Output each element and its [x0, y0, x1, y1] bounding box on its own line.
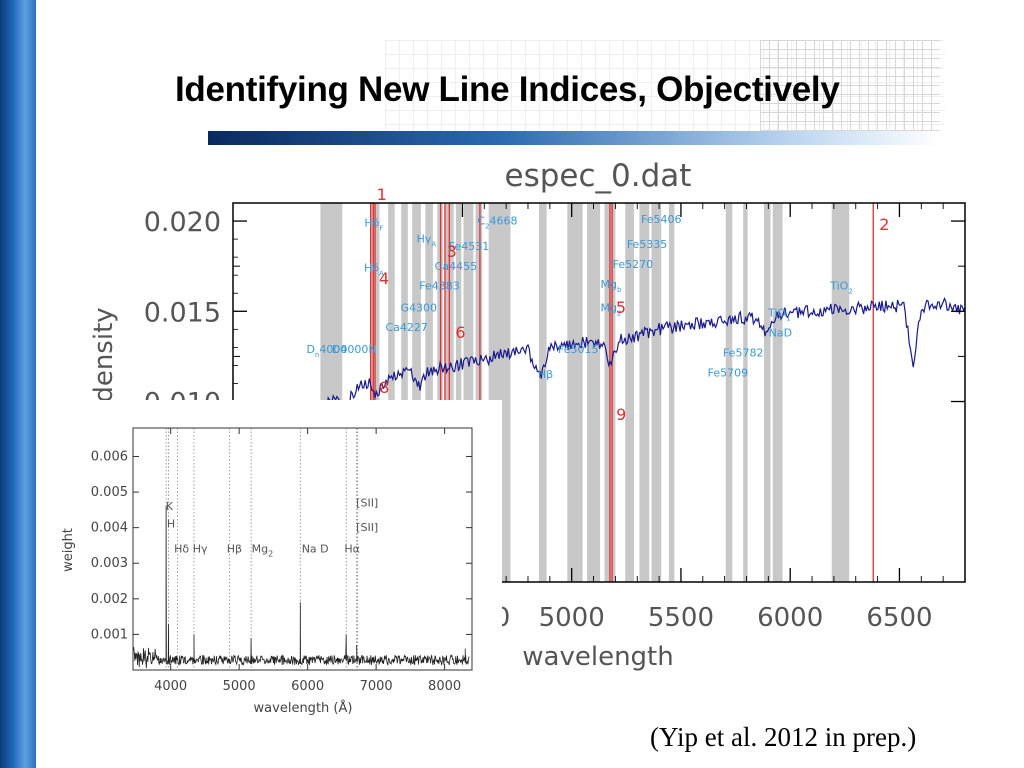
title-grid-decoration-dense: [760, 40, 940, 135]
index-band: [668, 203, 675, 582]
index-label: TiO1: [767, 307, 791, 323]
index-band: [388, 203, 395, 582]
index-label: Fe4383: [419, 280, 460, 293]
inset-x-tick-label: 5000: [223, 679, 256, 694]
y-axis-label: density: [89, 307, 119, 402]
x-tick-label: 5500: [648, 603, 714, 633]
inset-y-tick-label: 0.002: [91, 592, 128, 607]
inset-line-label: Hδ: [174, 543, 189, 556]
index-band: [475, 203, 483, 582]
marker-label: 2: [879, 215, 889, 234]
weight-line: [133, 506, 470, 669]
index-band: [401, 203, 408, 582]
inset-line-label: [SII]: [356, 521, 378, 534]
index-band: [831, 203, 850, 582]
index-band: [743, 203, 748, 582]
plot-frame: [232, 202, 966, 583]
index-label: C24668: [477, 215, 517, 231]
index-label: G4300: [400, 301, 437, 314]
index-band: [586, 203, 601, 582]
inset-line-label: K: [166, 500, 174, 513]
index-label: HδA: [364, 262, 384, 278]
index-label: Ca4455: [435, 260, 477, 273]
index-band: [651, 203, 662, 582]
marker-label: 3: [447, 242, 457, 261]
marker-label: 4: [379, 269, 389, 288]
x-axis-label: wavelength: [522, 642, 673, 672]
index-label: Ca4227: [386, 321, 428, 334]
inset-line-label: [SII]: [356, 496, 378, 509]
citation-text: (Yip et al. 2012 in prep.): [650, 722, 917, 752]
title-underline-rule: [208, 131, 940, 145]
index-band: [639, 203, 650, 582]
index-band: [772, 203, 783, 582]
index-band: [425, 203, 433, 582]
x-tick-label: 5000: [539, 603, 605, 633]
marker-label: 6: [455, 323, 465, 342]
index-label: HγA: [417, 233, 437, 249]
index-label: Fe5335: [627, 238, 668, 251]
inset-y-tick-label: 0.005: [91, 485, 128, 500]
index-band: [763, 203, 771, 582]
inset-line-label: Hγ: [193, 543, 208, 556]
index-band: [412, 203, 421, 582]
inset-line-label: Na D: [302, 543, 329, 556]
index-label: Fe5015: [558, 343, 599, 356]
inset-y-tick-label: 0.004: [91, 521, 128, 536]
inset-plot-frame: [132, 427, 473, 671]
marker-label: 5: [616, 298, 626, 317]
inset-x-tick-label: 4000: [154, 679, 187, 694]
y-tick-label: 0.015: [144, 297, 221, 328]
inset-y-tick-label: 0.001: [91, 627, 128, 642]
index-band: [463, 203, 474, 582]
slide-left-accent-bar: [0, 0, 36, 768]
index-band: [538, 203, 547, 582]
index-band: [455, 203, 462, 582]
index-label: Fe5709: [708, 366, 749, 379]
chart-title: espec_0.dat: [505, 158, 692, 194]
inset-x-axis-label: wavelength (Å): [254, 700, 353, 716]
slide-title: Identifying New Line Indices, Objectivel…: [175, 70, 840, 109]
inset-y-axis-label: weight: [61, 528, 76, 572]
index-band: [625, 203, 634, 582]
marker-label: 8: [379, 378, 389, 397]
index-label: Fe4531: [449, 240, 490, 253]
inset-x-tick-label: 7000: [360, 679, 393, 694]
index-band: [725, 203, 733, 582]
y-tick-label: 0.020: [144, 207, 221, 238]
marker-label: 1: [377, 185, 387, 204]
inset-x-tick-label: 6000: [291, 679, 324, 694]
index-label: D4000N: [332, 343, 377, 356]
inset-panel: [36, 400, 502, 730]
index-label: Fe5782: [723, 346, 764, 359]
x-tick-label: 6000: [757, 603, 823, 633]
index-label: NaD: [769, 327, 792, 340]
inset-line-label: Hα: [344, 543, 360, 556]
inset-x-tick-label: 8000: [428, 679, 461, 694]
x-tick-label: 6500: [866, 603, 932, 633]
index-label: Dn4000: [306, 343, 347, 359]
inset-y-tick-label: 0.003: [91, 556, 128, 571]
inset-line-label: H: [167, 518, 175, 531]
marker-label: 9: [616, 405, 626, 424]
index-label: HδF: [364, 216, 383, 232]
inset-line-label: Hβ: [227, 543, 242, 556]
spectrum-line: [232, 296, 966, 447]
index-label: Mg2: [601, 301, 622, 317]
index-band: [567, 203, 583, 582]
inset-line-label: Mg2: [252, 543, 274, 559]
index-label: Mgb: [601, 278, 622, 294]
index-label: Fe5406: [641, 213, 682, 226]
inset-y-tick-label: 0.006: [91, 449, 128, 464]
index-label: Fe5270: [613, 258, 654, 271]
index-label: Hβ: [538, 368, 553, 381]
index-label: TiO2: [829, 280, 853, 296]
